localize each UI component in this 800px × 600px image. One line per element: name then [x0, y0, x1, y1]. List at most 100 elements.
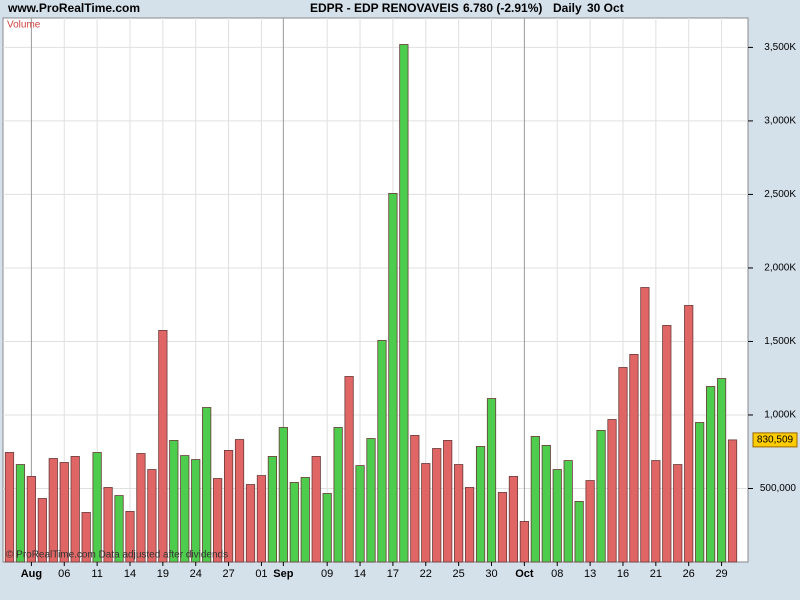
bar: [574, 501, 584, 563]
bar: [684, 305, 694, 563]
bar: [454, 464, 464, 563]
bar: [103, 487, 113, 563]
bar: [311, 456, 321, 563]
x-tick-label: 30: [485, 568, 497, 580]
bar: [300, 477, 310, 563]
bar: [432, 448, 442, 563]
bar: [234, 439, 245, 563]
bar: [443, 440, 453, 563]
x-tick-label: 21: [650, 568, 662, 580]
bar: [15, 464, 26, 563]
bar: [695, 422, 705, 563]
bar: [410, 435, 420, 563]
bar: [662, 325, 672, 563]
bar: [541, 445, 551, 563]
bar: [191, 459, 201, 563]
bar: [114, 495, 124, 563]
bar: [508, 476, 519, 563]
x-tick-label: 26: [683, 568, 695, 580]
bar: [607, 419, 617, 563]
date: 30 Oct: [587, 1, 624, 15]
bar: [92, 452, 102, 563]
bar: [344, 376, 354, 563]
bar: [552, 469, 562, 563]
bar: [70, 456, 80, 563]
bar: [585, 480, 595, 563]
bar: [333, 427, 343, 563]
bar: [563, 460, 573, 563]
bar: [245, 484, 256, 563]
last-value-label: 830,509: [757, 435, 794, 446]
bar: [596, 430, 606, 563]
y-tick-label: 2,000K: [764, 263, 796, 274]
bar: [180, 455, 190, 563]
last-value-box: [752, 432, 798, 448]
bar: [475, 446, 486, 563]
x-tick-label: 13: [584, 568, 596, 580]
bar: [147, 469, 157, 563]
x-tick-label: Aug: [21, 568, 42, 580]
bar: [618, 367, 628, 563]
bar: [629, 353, 639, 563]
bar: [399, 44, 409, 563]
x-tick-label: 17: [387, 568, 399, 580]
bar: [4, 452, 15, 563]
bar: [519, 521, 529, 563]
bar: [322, 493, 332, 563]
bar: [497, 492, 508, 563]
chart-title: Volume: [7, 20, 41, 31]
x-tick-label: 16: [617, 568, 629, 580]
quote: 6.780 (-2.91%): [463, 1, 542, 15]
y-tick-label: 3,000K: [764, 116, 796, 127]
x-tick-label: 06: [58, 568, 70, 580]
bar: [136, 453, 146, 563]
x-tick-label: 19: [157, 568, 169, 580]
bar: [651, 460, 661, 563]
y-tick-label: 1,500K: [764, 336, 796, 347]
x-tick-label: 22: [420, 568, 432, 580]
x-tick-label: 11: [91, 568, 102, 580]
y-tick-label: 1,000K: [764, 410, 796, 421]
x-tick-label: 25: [453, 568, 465, 580]
bar: [267, 456, 278, 563]
bar: [59, 462, 69, 563]
x-tick-label: 27: [222, 568, 234, 580]
x-tick-label: 08: [551, 568, 563, 580]
bar: [421, 463, 431, 563]
bar: [37, 498, 47, 563]
bar: [213, 478, 223, 563]
bar: [640, 287, 650, 563]
bar: [278, 427, 288, 563]
bar: [223, 450, 234, 563]
x-tick-label: 14: [354, 568, 366, 580]
y-tick-label: 3,500K: [764, 42, 796, 53]
bar: [464, 487, 475, 563]
bar: [366, 438, 376, 563]
x-tick-label: Sep: [273, 568, 293, 580]
bar: [716, 378, 727, 563]
bar: [81, 512, 91, 563]
bar: [202, 407, 212, 563]
bar: [355, 465, 365, 563]
bar: [727, 439, 738, 563]
bar: [706, 386, 716, 563]
bar: [158, 330, 168, 563]
bars: [4, 44, 738, 563]
x-tick-label: 01: [255, 568, 267, 580]
footer: © ProRealTime.com Data adjusted after di…: [6, 550, 228, 561]
x-tick-label: 14: [124, 568, 136, 580]
bar: [256, 475, 267, 563]
x-tick-label: 29: [715, 568, 727, 580]
y-tick-label: 500,000: [760, 483, 797, 494]
bar: [673, 464, 683, 563]
symbol: EDPR - EDP RENOVAVEIS: [310, 1, 459, 15]
x-tick-label: 24: [190, 568, 202, 580]
bar: [48, 458, 58, 563]
bar: [169, 440, 179, 563]
bar: [530, 436, 540, 563]
site-name: www.ProRealTime.com: [7, 1, 140, 15]
bar: [388, 193, 398, 563]
x-tick-label: Oct: [515, 568, 534, 580]
